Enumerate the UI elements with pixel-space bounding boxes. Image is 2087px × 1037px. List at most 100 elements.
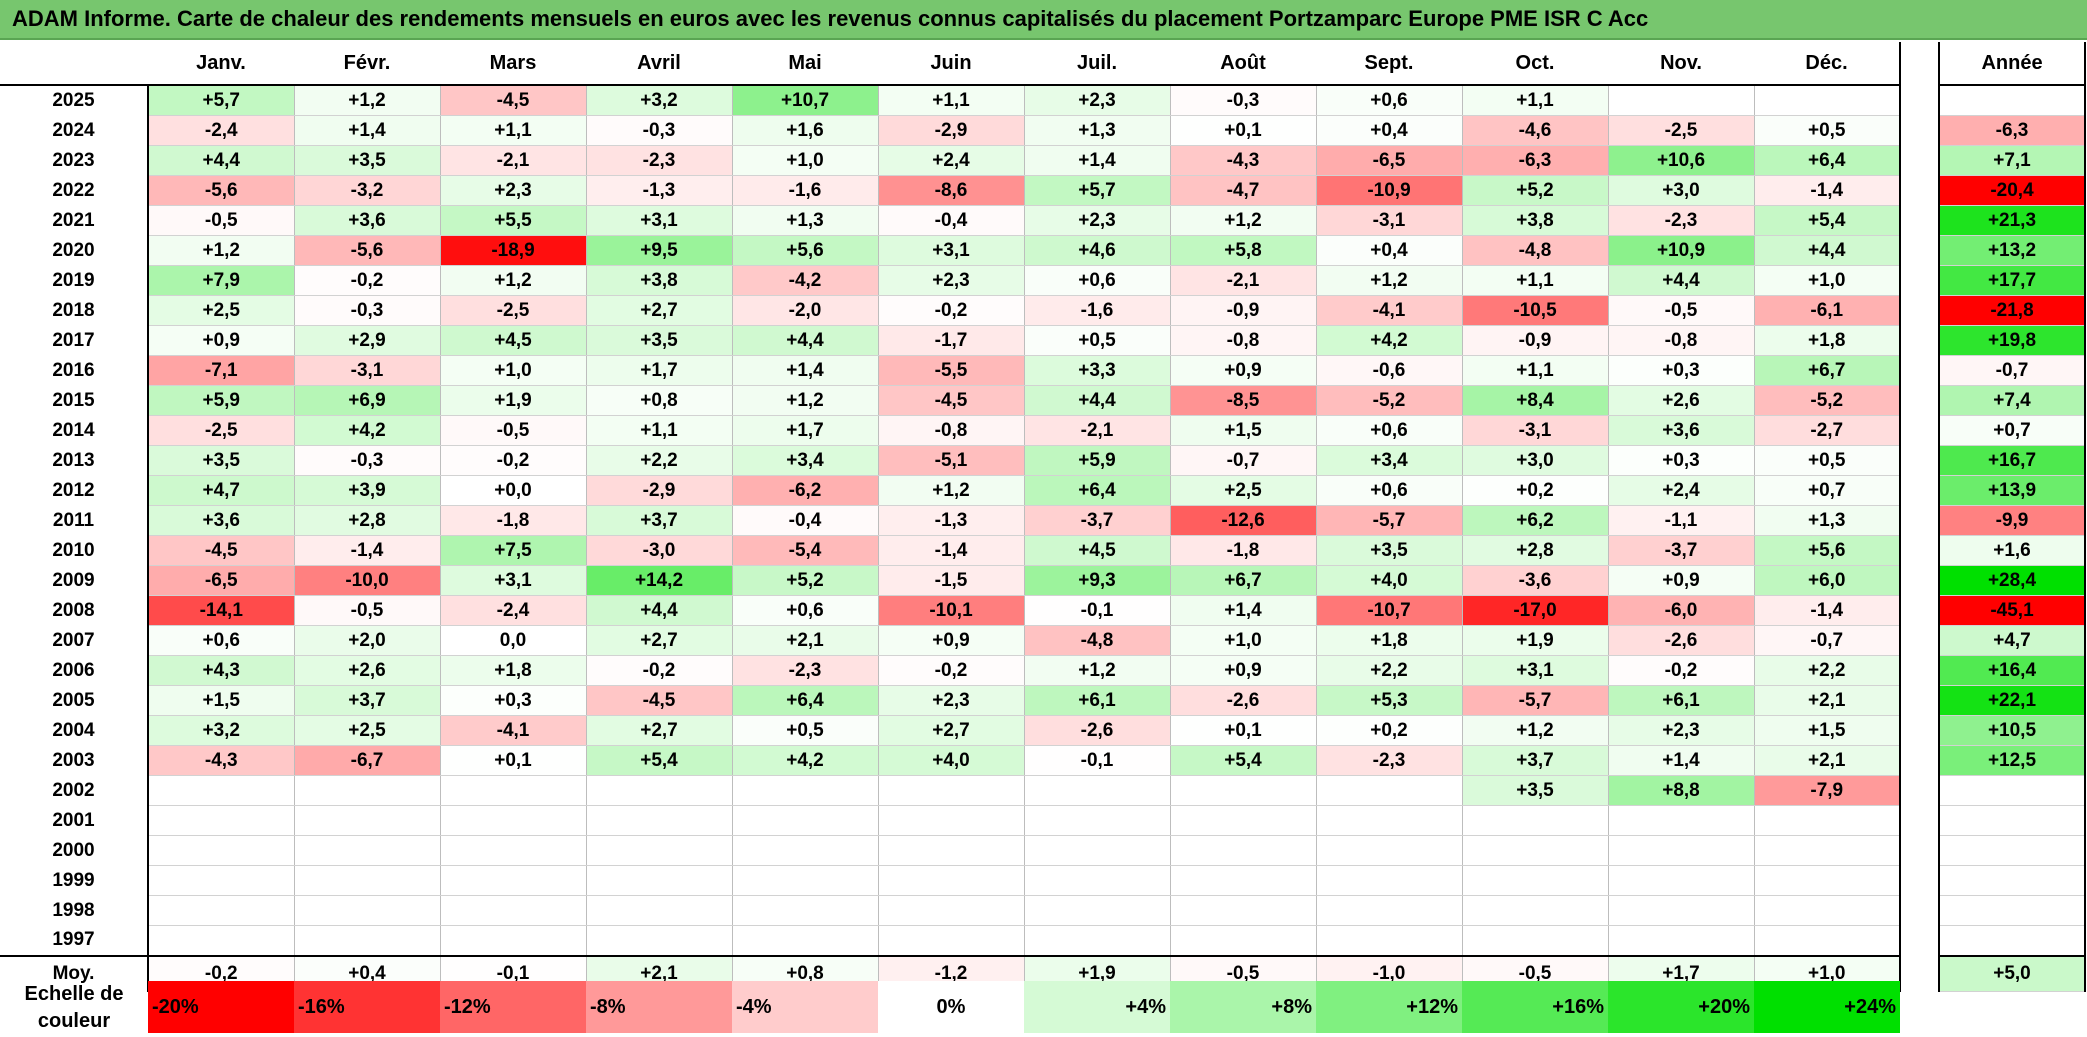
heatmap-cell: -4,5 [585,685,733,716]
heatmap-cell: +14,2 [585,565,733,596]
heatmap-cell [1461,835,1609,866]
year-label: 2020 [0,235,149,266]
heatmap-cell [1607,835,1755,866]
month-header: Déc. [1754,42,1900,86]
heatmap-cell: -2,4 [147,115,295,146]
heatmap-cell: -2,6 [1169,685,1317,716]
heatmap-cell: -0,3 [293,295,441,326]
annual-cell: +21,3 [1938,205,2086,236]
heatmap-cell: +1,2 [1169,205,1317,236]
heatmap-cell: -0,2 [439,445,587,476]
heatmap-cell: +3,5 [585,325,733,356]
heatmap-cell: +0,9 [147,325,295,356]
heatmap-cell: +8,8 [1607,775,1755,806]
table-row [1938,895,2086,926]
table-row: 2017 +0,9 +2,9 +4,5 +3,5 +4,4 -1,7 +0,5 -0,8 +4,2… [0,325,1901,356]
year-label: 2005 [0,685,149,716]
heatmap-cell [1461,895,1609,926]
heatmap-cell: -7,1 [147,355,295,386]
heatmap-cell: +4,2 [293,415,441,446]
heatmap-cell: +1,2 [147,235,295,266]
heatmap-cell [147,835,295,866]
heatmap-cell: -0,2 [585,655,733,686]
year-label: 2004 [0,715,149,746]
heatmap-cell: -1,3 [585,175,733,206]
heatmap-cell: -3,1 [1315,205,1463,236]
monthly-returns-table: Janv. Févr. Mars Avril Mai Juin Juil. Août Sept.… [0,42,1901,992]
heatmap-cell [731,895,879,926]
year-label: 2010 [0,535,149,566]
heatmap-cell: +4,0 [877,745,1025,776]
heatmap-cell [147,895,295,926]
annual-cell: +22,1 [1938,685,2086,716]
heatmap-cell: +2,7 [877,715,1025,746]
heatmap-cell [585,895,733,926]
heatmap-cell: -10,5 [1461,295,1609,326]
heatmap-cell: +0,7 [1753,475,1901,506]
table-row: 2006 +4,3 +2,6 +1,8 -0,2 -2,3 -0,2 +1,2 +0,9 +2,2… [0,655,1901,686]
heatmap-cell: +0,8 [585,385,733,416]
heatmap-cell: -0,2 [293,265,441,296]
heatmap-cell: -5,7 [1315,505,1463,536]
heatmap-cell: -0,6 [1315,355,1463,386]
heatmap-cell: -1,7 [877,325,1025,356]
heatmap-cell: -1,6 [731,175,879,206]
annual-returns-table: Année -6,3 +7,1 -20,4 +21,3 +13,2 +17,7 -21,8 +… [1938,42,2086,992]
heatmap-cell: -5,7 [1461,685,1609,716]
heatmap-cell: +6,7 [1753,355,1901,386]
heatmap-cell [293,835,441,866]
annual-cell: +12,5 [1938,745,2086,776]
year-label: 2011 [0,505,149,536]
heatmap-cell: +1,5 [1753,715,1901,746]
table-row: 2007 +0,6 +2,0 0,0 +2,7 +2,1 +0,9 -4,8 +1,0 +1,8 +… [0,625,1901,656]
table-row: 1998 [0,895,1901,926]
heatmap-cell: +5,4 [1169,745,1317,776]
heatmap-cell: +3,7 [293,685,441,716]
heatmap-cell [293,775,441,806]
year-label: 2017 [0,325,149,356]
table-row: 2018 +2,5 -0,3 -2,5 +2,7 -2,0 -0,2 -1,6 -0,9 -4,1… [0,295,1901,326]
heatmap-cell: -2,4 [439,595,587,626]
heatmap-cell: +5,9 [147,385,295,416]
heatmap-cell: -2,6 [1607,625,1755,656]
table-row: -20,4 [1938,175,2086,206]
color-scale-legend: Echelle de couleur -20% -16% -12% -8% -4% 0% +… [0,977,1902,1035]
heatmap-cell: -3,6 [1461,565,1609,596]
annual-cell: -45,1 [1938,595,2086,626]
heatmap-cell: +5,2 [1461,175,1609,206]
heatmap-cell: -2,5 [1607,115,1755,146]
heatmap-cell: +2,5 [147,295,295,326]
heatmap-cell: +3,0 [1607,175,1755,206]
heatmap-cell: +1,2 [293,84,441,116]
color-scale-swatch: +8% [1170,981,1316,1033]
heatmap-cell: -1,4 [293,535,441,566]
heatmap-cell: +6,4 [1753,145,1901,176]
heatmap-cell: +3,1 [877,235,1025,266]
heatmap-cell: +2,2 [1315,655,1463,686]
heatmap-cell [877,895,1025,926]
heatmap-cell [731,925,879,957]
annual-average-row: +5,0 [1938,955,2086,992]
table-row: 2019 +7,9 -0,2 +1,2 +3,8 -4,2 +2,3 +0,6 -2,1 +1,2… [0,265,1901,296]
color-scale-swatch: +20% [1608,981,1754,1033]
table-row: 2015 +5,9 +6,9 +1,9 +0,8 +1,2 -4,5 +4,4 -8,5 -5,2… [0,385,1901,416]
heatmap-cell [731,835,879,866]
table-row [1938,805,2086,836]
table-row: 2005 +1,5 +3,7 +0,3 -4,5 +6,4 +2,3 +6,1 -2,6 +5,3… [0,685,1901,716]
heatmap-cell: +4,4 [147,145,295,176]
heatmap-cell: -2,6 [1023,715,1171,746]
heatmap-cell: -0,5 [293,595,441,626]
table-row: +17,7 [1938,265,2086,296]
annual-cell: -6,3 [1938,115,2086,146]
annual-average-cell: +5,0 [1938,955,2086,992]
heatmap-cell: +3,7 [1461,745,1609,776]
heatmap-cell: -4,5 [439,84,587,116]
heatmap-cell [1023,865,1171,896]
heatmap-cell: -4,1 [439,715,587,746]
heatmap-cell: +4,2 [731,745,879,776]
heatmap-cell: +2,2 [585,445,733,476]
annual-cell: +13,9 [1938,475,2086,506]
heatmap-cell: +2,5 [1169,475,1317,506]
heatmap-cell [1753,805,1901,836]
table-row: 2024 -2,4 +1,4 +1,1 -0,3 +1,6 -2,9 +1,3 +0,1 +0,4… [0,115,1901,146]
